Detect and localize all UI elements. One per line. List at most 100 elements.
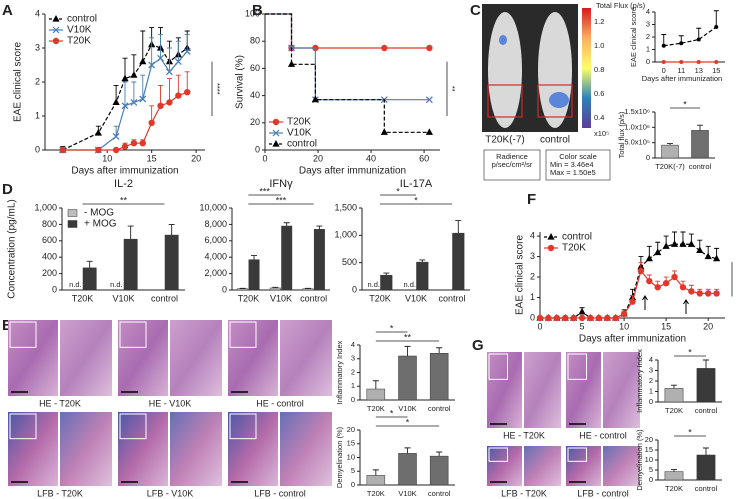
marker — [654, 248, 662, 256]
y-tick-label: 0 — [255, 144, 260, 154]
x-tick-label: 11 — [677, 66, 685, 75]
y-axis-label: EAE clinical score — [515, 235, 526, 315]
inset-box — [229, 413, 257, 440]
x-tick-label: 13 — [695, 66, 703, 75]
legend-swatch — [67, 220, 78, 228]
error-bar — [436, 347, 443, 354]
y-tick-label: 80 — [250, 36, 260, 46]
histology-inset — [118, 320, 168, 396]
histology-zoom — [524, 446, 561, 486]
colorbar-tick: 0.6 — [594, 89, 604, 98]
bar — [123, 238, 138, 291]
marker — [130, 98, 138, 106]
panel-label: C — [470, 2, 481, 19]
y-tick-label: 0 — [530, 312, 535, 322]
marker — [311, 95, 319, 103]
bar — [164, 234, 179, 291]
x-tick-label: control — [428, 404, 451, 413]
y-tick-label: 3 — [35, 42, 40, 52]
panel-label: B — [252, 2, 263, 19]
marker — [696, 290, 703, 297]
error-bar — [140, 30, 146, 62]
y-tick-label: 0 — [646, 153, 650, 162]
y-axis-label: Demyelination (%) — [635, 429, 644, 491]
y-axis-label: EAE clinical score — [629, 7, 638, 67]
significance-label: *** — [259, 186, 270, 196]
x-tick-label: 0 — [537, 321, 542, 331]
legend-marker — [547, 244, 555, 252]
legend-label: control — [67, 14, 97, 25]
error-bar — [372, 380, 379, 389]
x-tick-label: T20K — [238, 293, 260, 303]
legend-marker — [52, 26, 60, 34]
marker — [121, 143, 129, 150]
bar — [269, 287, 281, 291]
marker — [130, 71, 138, 78]
marker — [139, 95, 147, 103]
error-bar — [166, 78, 172, 103]
y-axis-label: Inflammatory Index — [635, 349, 644, 413]
bar — [691, 130, 709, 159]
y-tick-label: 15 — [645, 445, 653, 454]
marker — [679, 60, 684, 64]
error-bar — [283, 222, 290, 227]
y-tick-label: 8,000 — [204, 219, 227, 229]
mouse-label: T20K(-7) — [485, 135, 524, 146]
inset-box — [9, 321, 37, 348]
bar — [696, 454, 716, 481]
marker — [645, 254, 653, 262]
y-tick-label: 1 — [649, 386, 653, 395]
marker — [704, 252, 712, 260]
y-axis-label: Inflammatory Index — [335, 340, 344, 404]
y-axis-label: Demyelination (%) — [335, 426, 344, 488]
legend-label: T20K — [287, 117, 311, 128]
marker — [679, 41, 684, 46]
mouse-body — [488, 12, 522, 128]
bar — [398, 453, 417, 486]
x-axis-label: Days after immunization — [579, 334, 686, 345]
marker — [121, 74, 129, 82]
error-bar — [131, 81, 137, 103]
marker — [662, 279, 670, 287]
x-tick-label: T20K — [369, 293, 391, 303]
y-tick-label: 1,000 — [34, 202, 57, 212]
marker — [620, 310, 628, 318]
bar — [416, 261, 429, 291]
histology-inset — [487, 352, 522, 428]
y-tick-label: 10 — [645, 455, 653, 464]
roi-box — [537, 84, 573, 118]
y-tick-label: 1 — [530, 292, 535, 302]
y-axis-label: Concentration (pg/mL) — [7, 199, 18, 299]
histology-inset — [228, 412, 278, 486]
y-tick-label: 2 — [35, 76, 40, 86]
error-bar — [703, 359, 709, 369]
marker — [287, 60, 296, 67]
marker — [175, 92, 182, 99]
bar — [429, 353, 449, 401]
signal — [499, 35, 507, 45]
y-tick-label: 20 — [250, 117, 260, 127]
info-text: Min = 3.46e4 — [550, 160, 594, 169]
y-tick-label: 4 — [530, 230, 535, 240]
x-tick-label: control — [438, 293, 465, 303]
histology-caption: LFB - control — [577, 488, 629, 498]
marker — [712, 254, 721, 262]
marker — [148, 119, 155, 127]
bar — [696, 368, 716, 403]
y-tick-label: 1 — [351, 381, 355, 390]
x-tick-label: 0 — [262, 153, 267, 163]
histology-inset — [8, 320, 58, 396]
panel-label: E — [2, 317, 12, 334]
marker — [662, 242, 670, 249]
marker — [688, 288, 695, 295]
marker — [654, 284, 661, 291]
chart-title: IL-17A — [400, 178, 433, 190]
x-tick-label: 10 — [619, 321, 629, 331]
survival-line — [265, 13, 430, 133]
x-tick-label: 10 — [102, 153, 112, 163]
y-tick-label: 5.0x10⁵ — [624, 138, 650, 147]
error-bar — [372, 469, 379, 476]
arrow — [683, 299, 689, 314]
histology-inset — [566, 446, 601, 486]
y-tick-label: 0 — [351, 480, 355, 489]
